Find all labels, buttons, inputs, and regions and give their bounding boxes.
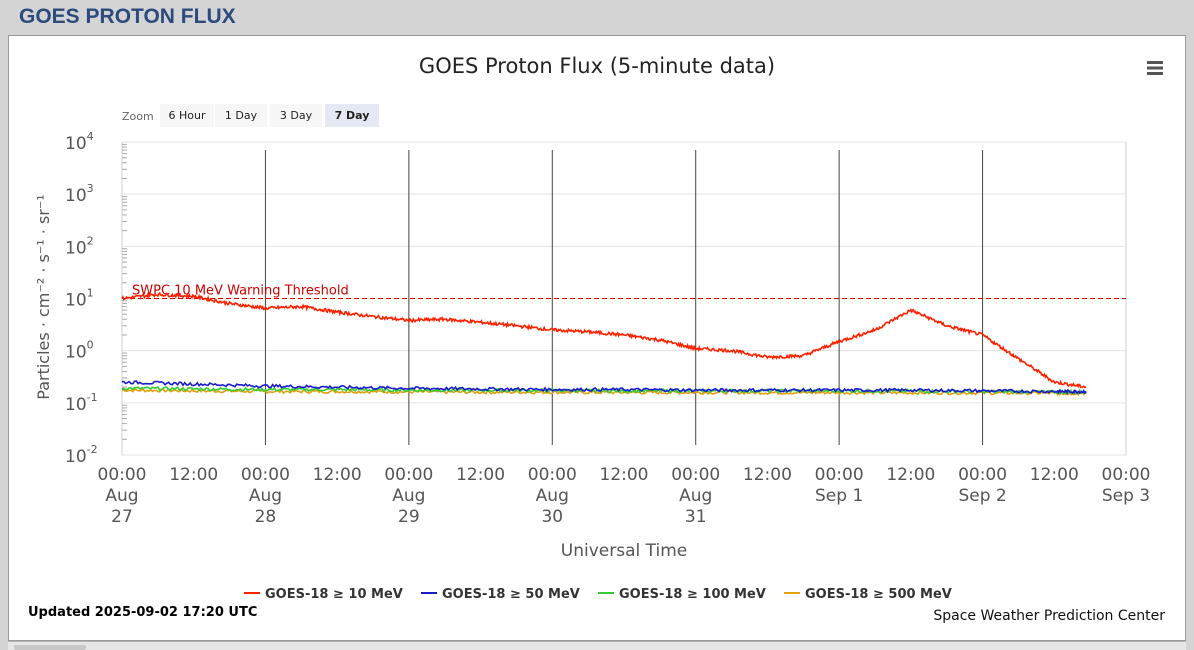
y-tick-label: 104 <box>65 130 94 154</box>
x-tick-label: 00:00 <box>241 465 290 485</box>
zoom-button-label: 7 Day <box>335 109 370 122</box>
x-tick-label: 00:00 <box>815 465 864 485</box>
legend-label: GOES-18 ≥ 500 MeV <box>805 587 952 602</box>
y-axis-title: Particles · cm⁻² · s⁻¹ · sr⁻¹ <box>34 194 53 399</box>
y-tick-label: 10-1 <box>65 391 98 415</box>
legend: GOES-18 ≥ 10 MeV GOES-18 ≥ 50 MeV GOES-18 … <box>244 587 952 602</box>
zoom-button-bg <box>215 104 267 127</box>
series-line <box>121 291 1087 389</box>
y-tick-label: 10-2 <box>65 443 98 467</box>
x-tick-label: 12:00 <box>313 465 362 485</box>
threshold-label: SWPC 10 MeV Warning Threshold <box>132 284 349 299</box>
legend-label: GOES-18 ≥ 100 MeV <box>619 587 766 602</box>
page-title: GOES PROTON FLUX <box>19 5 236 28</box>
x-tick-label: Aug <box>249 486 282 506</box>
y-axis: 104 103 102 101 100 10-1 10-2 <box>65 130 98 467</box>
legend-item[interactable]: GOES-18 ≥ 50 MeV <box>421 587 580 602</box>
y-tick-label: 102 <box>65 234 94 258</box>
zoom-button-label: 3 Day <box>280 109 313 122</box>
updated-timestamp: Updated 2025-09-02 17:20 UTC <box>28 605 257 620</box>
x-tick-label: 00:00 <box>528 465 577 485</box>
x-tick-label: 12:00 <box>743 465 792 485</box>
x-tick-label: 00:00 <box>384 465 433 485</box>
x-tick-label: 12:00 <box>169 465 218 485</box>
zoom-button-bg <box>270 104 322 127</box>
y-tick-label: 103 <box>65 182 94 206</box>
x-tick-label: 28 <box>255 507 277 527</box>
x-tick-label: 30 <box>541 507 563 527</box>
y-tick-label: 100 <box>65 339 94 363</box>
series-lines <box>121 291 1087 397</box>
zoom-button-7-day[interactable]: 7 Day <box>325 104 379 127</box>
y-tick-label: 101 <box>65 287 94 311</box>
x-axis-title: Universal Time <box>561 541 687 561</box>
x-tick-label: Aug <box>536 486 569 506</box>
x-tick-label: Sep 3 <box>1102 486 1150 506</box>
grid <box>122 141 1126 456</box>
zoom-button-label: 6 Hour <box>169 109 206 122</box>
page-header: GOES PROTON FLUX <box>0 0 1194 34</box>
x-tick-label: 00:00 <box>98 465 147 485</box>
legend-item[interactable]: GOES-18 ≥ 500 MeV <box>784 587 952 602</box>
x-tick-label: 00:00 <box>1102 465 1151 485</box>
zoom-label: Zoom <box>122 110 154 123</box>
zoom-button-3-day[interactable]: 3 Day <box>270 104 322 127</box>
series-line <box>121 380 1087 396</box>
x-tick-label: 00:00 <box>958 465 1007 485</box>
zoom-button-1-day[interactable]: 1 Day <box>215 104 267 127</box>
x-tick-label: 12:00 <box>886 465 935 485</box>
threshold-line: SWPC 10 MeV Warning Threshold <box>122 284 1126 299</box>
x-tick-label: Aug <box>392 486 425 506</box>
x-tick-label: 12:00 <box>1030 465 1079 485</box>
zoom-button-6-hour[interactable]: 6 Hour <box>160 104 214 127</box>
zoom-button-label: 1 Day <box>225 109 258 122</box>
x-tick-label: Sep 1 <box>815 486 863 506</box>
x-tick-label: Sep 2 <box>958 486 1006 506</box>
credit-text: Space Weather Prediction Center <box>933 608 1165 624</box>
legend-label: GOES-18 ≥ 50 MeV <box>442 587 580 602</box>
chart-title: GOES Proton Flux (5-minute data) <box>419 54 775 78</box>
x-tick-label: Aug <box>679 486 712 506</box>
hamburger-menu-icon[interactable] <box>1140 56 1168 80</box>
x-tick-label: Aug <box>105 486 138 506</box>
legend-item[interactable]: GOES-18 ≥ 10 MeV <box>244 587 403 602</box>
horizontal-scrollbar[interactable] <box>8 641 1186 650</box>
legend-item[interactable]: GOES-18 ≥ 100 MeV <box>598 587 766 602</box>
x-tick-label: 29 <box>398 507 420 527</box>
x-tick-label: 31 <box>685 507 707 527</box>
x-tick-label: 12:00 <box>600 465 649 485</box>
zoom-button-bg <box>325 104 379 127</box>
legend-label: GOES-18 ≥ 10 MeV <box>265 587 403 602</box>
x-tick-label: 12:00 <box>456 465 505 485</box>
scrollbar-thumb[interactable] <box>14 645 86 650</box>
x-tick-label: 00:00 <box>671 465 720 485</box>
zoom-button-bg <box>160 104 214 127</box>
x-tick-label: 27 <box>111 507 133 527</box>
zoom-controls: Zoom 6 Hour 1 Day 3 Day 7 Day <box>122 104 379 127</box>
